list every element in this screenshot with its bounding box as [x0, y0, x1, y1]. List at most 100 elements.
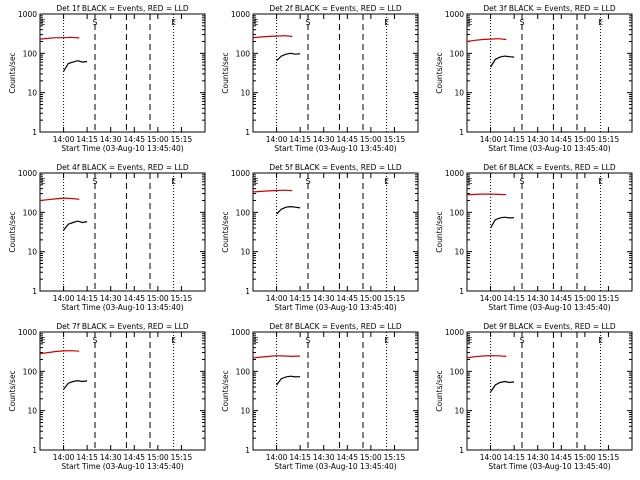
series-line-events [490, 216, 515, 229]
y-tick-label: 10 [240, 89, 250, 98]
series-line-events [63, 379, 88, 390]
x-tick-label: 14:00 [480, 453, 502, 462]
marker-label-e: E [171, 177, 176, 186]
y-tick-label: 1 [459, 128, 464, 137]
y-tick-label: 1000 [445, 328, 464, 337]
x-axis-label: Start Time (03-Aug-10 13:45:40) [61, 303, 183, 312]
marker-label-e: E [171, 336, 176, 345]
x-tick-label: 14:00 [53, 453, 75, 462]
x-tick-label: 14:30 [313, 135, 335, 144]
y-tick-label: 1 [459, 287, 464, 296]
y-axis-label: Counts/sec [8, 370, 17, 411]
marker-label-e: E [254, 18, 259, 27]
marker-label-e: E [41, 336, 46, 345]
y-tick-label: 1000 [445, 10, 464, 19]
x-axis-label: Start Time (03-Aug-10 13:45:40) [61, 144, 183, 153]
y-tick-label: 10 [27, 407, 37, 416]
marker-label-e: E [41, 177, 46, 186]
series-line-lld [466, 193, 507, 196]
chart-title: Det 4f BLACK = Events, RED = LLD [56, 163, 189, 172]
x-tick-label: 15:15 [384, 453, 406, 462]
x-tick-label: 14:15 [503, 294, 525, 303]
marker-label-e: E [254, 336, 259, 345]
x-tick-label: 14:15 [76, 135, 98, 144]
chart-title: Det 1f BLACK = Events, RED = LLD [56, 4, 189, 13]
chart-panel-6: Det 6f BLACK = Events, RED = LLD 1 10 100 10… [435, 163, 633, 312]
x-axis-label: Start Time (03-Aug-10 13:45:40) [488, 462, 610, 471]
x-tick-label: 15:00 [147, 294, 169, 303]
y-tick-label: 10 [240, 407, 250, 416]
x-tick-label: 14:15 [289, 453, 311, 462]
marker-label-e: E [384, 336, 389, 345]
x-tick-label: 15:00 [360, 294, 382, 303]
y-axis-label: Counts/sec [8, 211, 17, 252]
x-tick-label: 14:00 [266, 135, 288, 144]
plot-frame [252, 13, 419, 133]
x-tick-label: 14:45 [336, 294, 358, 303]
chart-panel-8: Det 8f BLACK = Events, RED = LLD 1 10 100 10… [221, 322, 419, 471]
chart-panel-9: Det 9f BLACK = Events, RED = LLD 1 10 100 10… [435, 322, 633, 471]
x-tick-label: 15:15 [384, 135, 406, 144]
y-tick-label: 1000 [231, 169, 250, 178]
y-axis-label: Counts/sec [221, 370, 230, 411]
series-line-events [276, 205, 301, 215]
plot-frame [252, 172, 419, 292]
series-line-events [490, 380, 515, 393]
series-line-events [63, 220, 88, 231]
y-tick-label: 1 [245, 446, 250, 455]
y-tick-label: 10 [27, 248, 37, 257]
marker-label-s: S [520, 177, 525, 186]
marker-label-e: E [171, 18, 176, 27]
chart-panel-3: Det 3f BLACK = Events, RED = LLD 1 10 100 10… [435, 4, 633, 153]
x-tick-label: 15:00 [147, 135, 169, 144]
y-tick-label: 100 [23, 49, 38, 58]
chart-panel-1: Det 1f BLACK = Events, RED = LLD 1 10 100 10… [8, 4, 206, 153]
x-tick-label: 15:15 [598, 453, 620, 462]
marker-label-e: E [598, 177, 603, 186]
y-axis-label: Counts/sec [435, 370, 444, 411]
y-tick-label: 1000 [231, 328, 250, 337]
marker-label-s: S [93, 18, 98, 27]
series-line-lld [252, 189, 293, 193]
plot-frame [39, 172, 206, 292]
x-tick-label: 15:00 [147, 453, 169, 462]
x-axis-label: Start Time (03-Aug-10 13:45:40) [488, 144, 610, 153]
x-tick-label: 14:30 [100, 453, 122, 462]
series-line-lld [466, 355, 507, 359]
x-tick-label: 14:45 [550, 294, 572, 303]
x-tick-label: 14:30 [100, 135, 122, 144]
y-axis-label: Counts/sec [221, 52, 230, 93]
marker-label-e: E [468, 177, 473, 186]
series-line-lld [252, 355, 301, 359]
series-line-lld [252, 35, 293, 39]
x-tick-label: 14:45 [336, 453, 358, 462]
y-axis-label: Counts/sec [435, 52, 444, 93]
y-tick-label: 100 [23, 208, 38, 217]
series-line-events [63, 60, 88, 72]
y-tick-label: 1000 [18, 328, 37, 337]
marker-label-s: S [306, 18, 311, 27]
x-tick-label: 14:15 [76, 453, 98, 462]
x-tick-label: 14:15 [503, 135, 525, 144]
x-tick-label: 14:45 [123, 135, 145, 144]
chart-title: Det 6f BLACK = Events, RED = LLD [483, 163, 616, 172]
y-tick-label: 100 [236, 208, 251, 217]
x-tick-label: 14:45 [123, 453, 145, 462]
x-tick-label: 14:30 [527, 135, 549, 144]
y-tick-label: 10 [240, 248, 250, 257]
y-tick-label: 100 [236, 367, 251, 376]
y-tick-label: 1 [32, 287, 37, 296]
y-tick-label: 100 [236, 49, 251, 58]
marker-label-s: S [93, 336, 98, 345]
marker-label-e: E [468, 18, 473, 27]
x-tick-label: 14:00 [266, 453, 288, 462]
x-tick-label: 15:15 [171, 294, 193, 303]
x-tick-label: 14:15 [289, 135, 311, 144]
chart-panel-5: Det 5f BLACK = Events, RED = LLD 1 10 100 10… [221, 163, 419, 312]
marker-label-e: E [384, 177, 389, 186]
x-tick-label: 14:30 [527, 453, 549, 462]
x-tick-label: 14:15 [76, 294, 98, 303]
x-tick-label: 14:45 [550, 135, 572, 144]
plot-frame [39, 331, 206, 451]
